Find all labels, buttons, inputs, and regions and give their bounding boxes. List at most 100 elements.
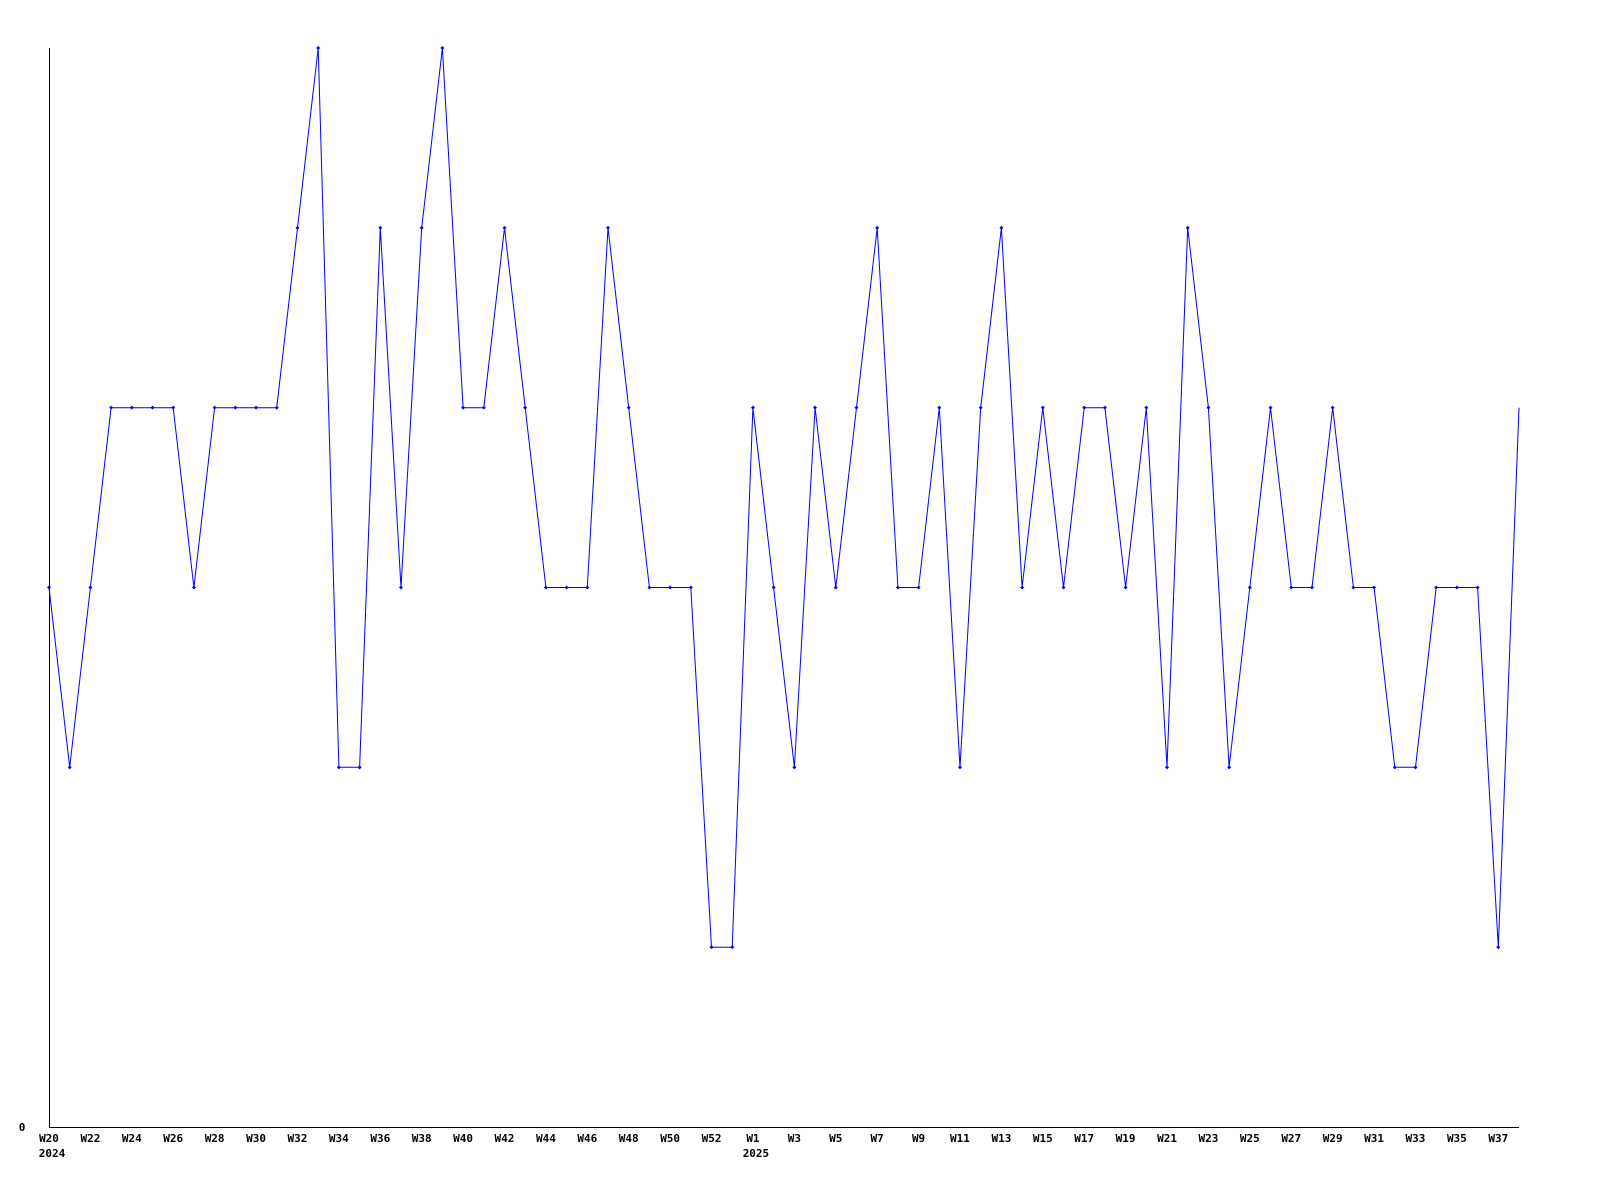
data-point [1392, 765, 1397, 770]
data-point [1165, 765, 1170, 770]
data-point [357, 765, 362, 770]
x-tick-label: W40 [453, 1132, 473, 1145]
data-point [564, 585, 569, 590]
data-point [481, 405, 486, 410]
data-point [1351, 585, 1356, 590]
data-point [1413, 765, 1418, 770]
data-point [1144, 405, 1149, 410]
data-point [461, 405, 466, 410]
x-tick-label: W3 [788, 1132, 801, 1145]
data-point [47, 585, 51, 590]
y-tick-label: 0 [19, 1121, 26, 1134]
x-tick-label: W52 [702, 1132, 722, 1145]
data-point [233, 405, 238, 410]
data-point [875, 225, 880, 230]
data-point [1123, 585, 1128, 590]
data-point [1061, 585, 1066, 590]
data-point [88, 585, 93, 590]
data-markers [47, 46, 1501, 950]
x-tick-label: W17 [1074, 1132, 1094, 1145]
data-point [316, 46, 321, 50]
data-point [709, 945, 714, 950]
data-point [543, 585, 548, 590]
data-point [1496, 945, 1501, 950]
data-point [440, 46, 445, 50]
data-point [916, 585, 921, 590]
x-tick-label: W31 [1364, 1132, 1384, 1145]
data-point [1475, 585, 1480, 590]
data-point [1020, 585, 1025, 590]
data-point [295, 225, 300, 230]
series-line [48, 47, 1520, 948]
data-point [957, 765, 962, 770]
data-point [833, 585, 838, 590]
data-point [937, 405, 942, 410]
data-point [254, 405, 259, 410]
x-tick-label: W50 [660, 1132, 680, 1145]
data-point [771, 585, 776, 590]
data-point [1040, 405, 1045, 410]
x-tick-label: W19 [1116, 1132, 1136, 1145]
x-tick-label: W20 [39, 1132, 59, 1145]
data-point [1309, 585, 1314, 590]
x-tick-labels: W20 2024 W22 W24 W26 W28 W30 W32 W34 W36 W38 W40 W42… [39, 1132, 1508, 1160]
x-tick-label: W1 [746, 1132, 760, 1145]
x-tick-label: W13 [991, 1132, 1011, 1145]
data-point [647, 585, 652, 590]
data-point [150, 405, 155, 410]
data-point [109, 405, 114, 410]
x-tick-label: W32 [288, 1132, 308, 1145]
x-tick-label: W35 [1447, 1132, 1467, 1145]
data-point [730, 945, 735, 950]
x-tick-label: W21 [1157, 1132, 1177, 1145]
data-point [1372, 585, 1377, 590]
x-tick-label: W36 [370, 1132, 390, 1145]
x-tick-label: W37 [1488, 1132, 1508, 1145]
data-point [792, 765, 797, 770]
data-point [129, 405, 134, 410]
x-tick-label: W46 [577, 1132, 597, 1145]
data-point [191, 585, 196, 590]
x-tick-label: W38 [412, 1132, 432, 1145]
data-point [274, 405, 279, 410]
data-point [378, 225, 383, 230]
data-point [688, 585, 693, 590]
x-tick-label: W15 [1033, 1132, 1053, 1145]
x-tick-label: W42 [495, 1132, 515, 1145]
x-tick-label: W27 [1281, 1132, 1301, 1145]
x-tick-label: W44 [536, 1132, 556, 1145]
data-point [1206, 405, 1211, 410]
data-point [1454, 585, 1459, 590]
x-tick-label: W22 [80, 1132, 100, 1145]
x-tick-label: W34 [329, 1132, 349, 1145]
x-tick-label: W33 [1406, 1132, 1426, 1145]
data-point [606, 225, 611, 230]
x-tick-label: W30 [246, 1132, 266, 1145]
x-tick-label: W26 [163, 1132, 183, 1145]
data-point [1434, 585, 1439, 590]
x-year-label: 2025 [743, 1147, 770, 1160]
data-point [585, 585, 590, 590]
data-point [67, 765, 72, 770]
data-point [419, 225, 424, 230]
data-point [668, 585, 673, 590]
data-point [895, 585, 900, 590]
data-point [1268, 405, 1273, 410]
data-point [1102, 405, 1107, 410]
data-point [854, 405, 859, 410]
data-point [336, 765, 341, 770]
data-point [398, 585, 403, 590]
x-tick-label: W23 [1198, 1132, 1218, 1145]
x-tick-label: W5 [829, 1132, 842, 1145]
data-point [1289, 585, 1294, 590]
x-tick-label: W28 [205, 1132, 225, 1145]
x-tick-label: W25 [1240, 1132, 1260, 1145]
data-point [212, 405, 217, 410]
x-tick-label: W9 [912, 1132, 925, 1145]
x-tick-label: W11 [950, 1132, 970, 1145]
x-tick-label: W7 [871, 1132, 884, 1145]
data-point [1082, 405, 1087, 410]
data-point [523, 405, 528, 410]
x-tick-label: W48 [619, 1132, 639, 1145]
